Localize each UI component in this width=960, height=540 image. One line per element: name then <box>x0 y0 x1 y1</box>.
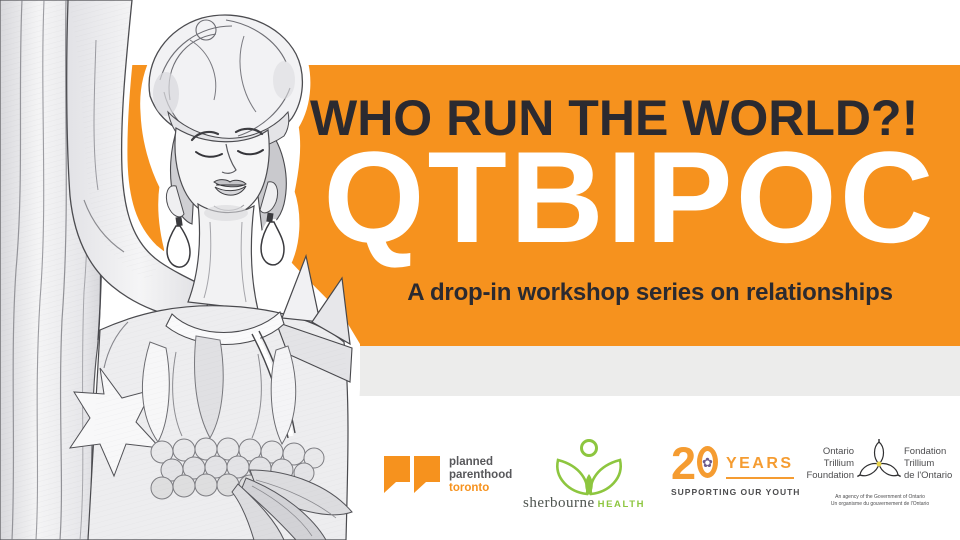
anniversary-years-label: YEARS <box>725 455 794 479</box>
anniversary-tagline: SUPPORTING OUR YOUTH <box>671 487 801 497</box>
head <box>148 14 304 231</box>
sprout-icon <box>556 439 622 496</box>
anniversary-ring-icon: ✿ <box>697 446 718 478</box>
anniversary-digit: 2 <box>671 438 697 489</box>
ontario-trillium-logo: Ontario Trillium Foundation <box>801 438 959 507</box>
teardrop-earrings <box>164 212 288 271</box>
otf-fr-line2: Trillium <box>904 458 935 469</box>
sherbourne-wordmark: sherbourne <box>523 495 595 511</box>
raised-arm <box>66 0 213 323</box>
pp-line2: parenthood <box>449 469 513 481</box>
planned-parenthood-logo: planned parenthood toronto <box>383 455 518 505</box>
neck <box>187 202 259 311</box>
otf-agency-en: An agency of the Government of Ontario <box>835 494 925 500</box>
speech-bubbles-icon <box>384 456 440 493</box>
woman-illustration <box>0 0 360 540</box>
subtitle: A drop-in workshop series on relationshi… <box>407 279 893 306</box>
twenty-years-logo: 2 ✿ YEARS SUPPORTING OUR YOUTH <box>671 438 801 497</box>
pp-line1: planned <box>449 456 494 468</box>
pp-line3: toronto <box>449 482 490 494</box>
main-title: QTBIPOC <box>323 124 937 270</box>
otf-fr-line3: de l'Ontario <box>904 470 953 481</box>
headline: WHO RUN THE WORLD?! <box>310 90 919 146</box>
otf-en-line2: Trillium <box>823 458 854 469</box>
otf-en-line1: Ontario <box>822 446 854 457</box>
otf-agency-fr: Un organisme du gouvernement de l'Ontari… <box>830 500 930 507</box>
otf-en-line3: Foundation <box>806 470 854 481</box>
otf-fr-line1: Fondation <box>904 446 947 457</box>
anniversary-emblem-icon: ✿ <box>702 454 713 470</box>
dress-torso <box>68 253 353 540</box>
sherbourne-health-label: HEALTH <box>597 499 646 510</box>
trillium-flower-icon <box>856 439 902 478</box>
sherbourne-health-logo: sherbourne HEALTH <box>523 437 643 515</box>
